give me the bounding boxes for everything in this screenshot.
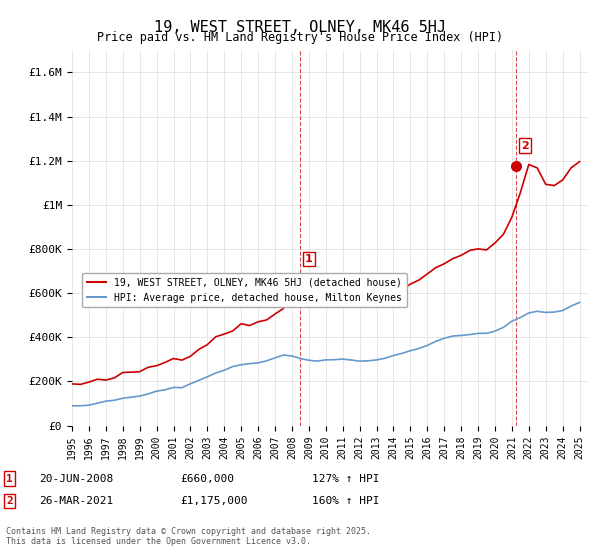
Text: 2: 2 — [6, 496, 13, 506]
Legend: 19, WEST STREET, OLNEY, MK46 5HJ (detached house), HPI: Average price, detached : 19, WEST STREET, OLNEY, MK46 5HJ (detach… — [82, 273, 407, 307]
Text: £660,000: £660,000 — [180, 474, 234, 484]
Text: £1,175,000: £1,175,000 — [180, 496, 248, 506]
Text: 1: 1 — [6, 474, 13, 484]
Text: 19, WEST STREET, OLNEY, MK46 5HJ: 19, WEST STREET, OLNEY, MK46 5HJ — [154, 20, 446, 35]
Text: 127% ↑ HPI: 127% ↑ HPI — [312, 474, 380, 484]
Text: Price paid vs. HM Land Registry's House Price Index (HPI): Price paid vs. HM Land Registry's House … — [97, 31, 503, 44]
Text: 160% ↑ HPI: 160% ↑ HPI — [312, 496, 380, 506]
Text: 2: 2 — [521, 141, 529, 151]
Text: 26-MAR-2021: 26-MAR-2021 — [39, 496, 113, 506]
Text: 1: 1 — [305, 254, 313, 264]
Text: 20-JUN-2008: 20-JUN-2008 — [39, 474, 113, 484]
Text: Contains HM Land Registry data © Crown copyright and database right 2025.
This d: Contains HM Land Registry data © Crown c… — [6, 526, 371, 546]
